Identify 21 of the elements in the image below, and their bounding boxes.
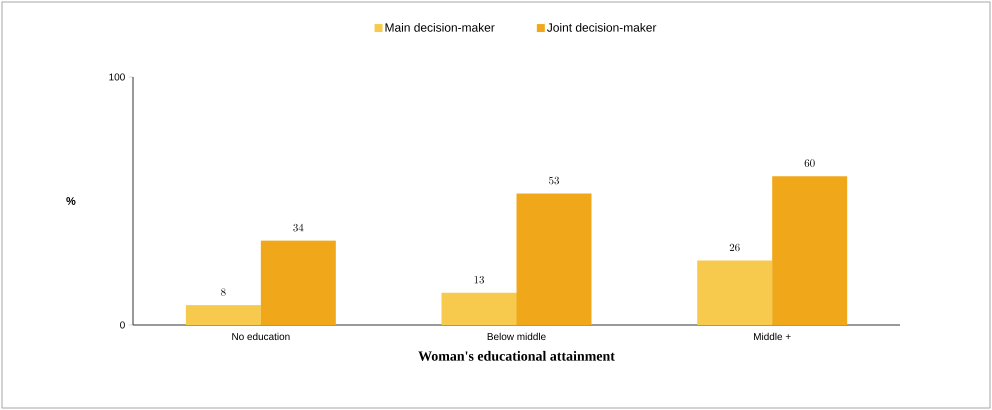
data-label: 53: [549, 176, 559, 184]
x-tick-label: Middle +: [754, 332, 791, 340]
data-label: 34: [293, 224, 304, 232]
data-label: 60: [804, 159, 815, 167]
legend-label: Joint decision-maker: [547, 22, 656, 32]
data-label: 13: [474, 276, 484, 284]
data-label: 26: [730, 244, 740, 252]
data-label: 8: [221, 288, 226, 296]
bar: [260, 240, 336, 325]
y-tick-label: 0: [120, 321, 125, 329]
legend-label: Main decision-maker: [386, 22, 495, 32]
bar: [516, 194, 592, 325]
x-tick-label: Below middle: [488, 332, 546, 340]
x-tick-label: No education: [232, 332, 290, 340]
bar: [442, 292, 517, 325]
bar: [772, 176, 848, 325]
y-tick-label: 100: [109, 73, 125, 81]
bar: [186, 305, 261, 325]
y-axis-title: %: [66, 197, 76, 205]
bar: [697, 260, 772, 325]
x-axis-title: Woman's educational attainment: [418, 350, 615, 361]
